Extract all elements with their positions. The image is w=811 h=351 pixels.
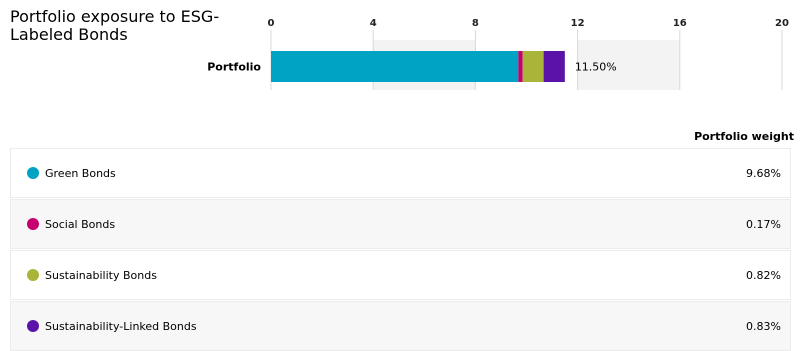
bar-total-label: 11.50% [575,61,617,74]
legend-weight: 0.83% [746,319,781,333]
category-label: Portfolio [207,61,261,74]
legend-label: Green Bonds [45,166,116,180]
legend-weight: 0.82% [746,268,781,282]
legend-row-green-bonds: Green Bonds 9.68% [10,148,791,198]
x-tick-label: 4 [370,18,377,29]
x-tick-label: 16 [673,18,687,29]
bar-segment-green-bonds [271,51,519,82]
stacked-bar-chart: 0 4 8 12 16 20 Portfolio 11.50% [207,18,789,90]
chart-title: Portfolio exposure to ESG-Labeled Bonds [10,7,220,44]
bar-segment-sustainability-linked-bonds [543,51,565,82]
grid-band [577,40,680,90]
x-tick-label: 8 [472,18,479,29]
sustainability-linked-bonds-dot-icon [27,320,39,332]
green-bonds-dot-icon [27,167,39,179]
x-tick-label: 20 [775,18,789,29]
legend-label: Social Bonds [45,217,116,231]
sustainability-bonds-dot-icon [27,269,39,281]
legend-row-sustainability-bonds: Sustainability Bonds 0.82% [10,250,791,300]
legend-weight: 9.68% [746,166,781,180]
social-bonds-dot-icon [27,218,39,230]
bar-segment-social-bonds [518,51,523,82]
legend-label: Sustainability Bonds [45,268,157,282]
x-tick-label: 12 [571,18,585,29]
legend-weight: 0.17% [746,217,781,231]
legend-table: Green Bonds 9.68% Social Bonds 0.17% Sus… [10,148,791,351]
legend-label: Sustainability-Linked Bonds [45,319,197,333]
legend-row-social-bonds: Social Bonds 0.17% [10,199,791,249]
grid-band [679,40,782,90]
portfolio-weight-header: Portfolio weight [694,130,794,143]
bar-segment-sustainability-bonds [522,51,544,82]
x-tick-label: 0 [268,18,275,29]
legend-row-sustainability-linked-bonds: Sustainability-Linked Bonds 0.83% [10,301,791,351]
